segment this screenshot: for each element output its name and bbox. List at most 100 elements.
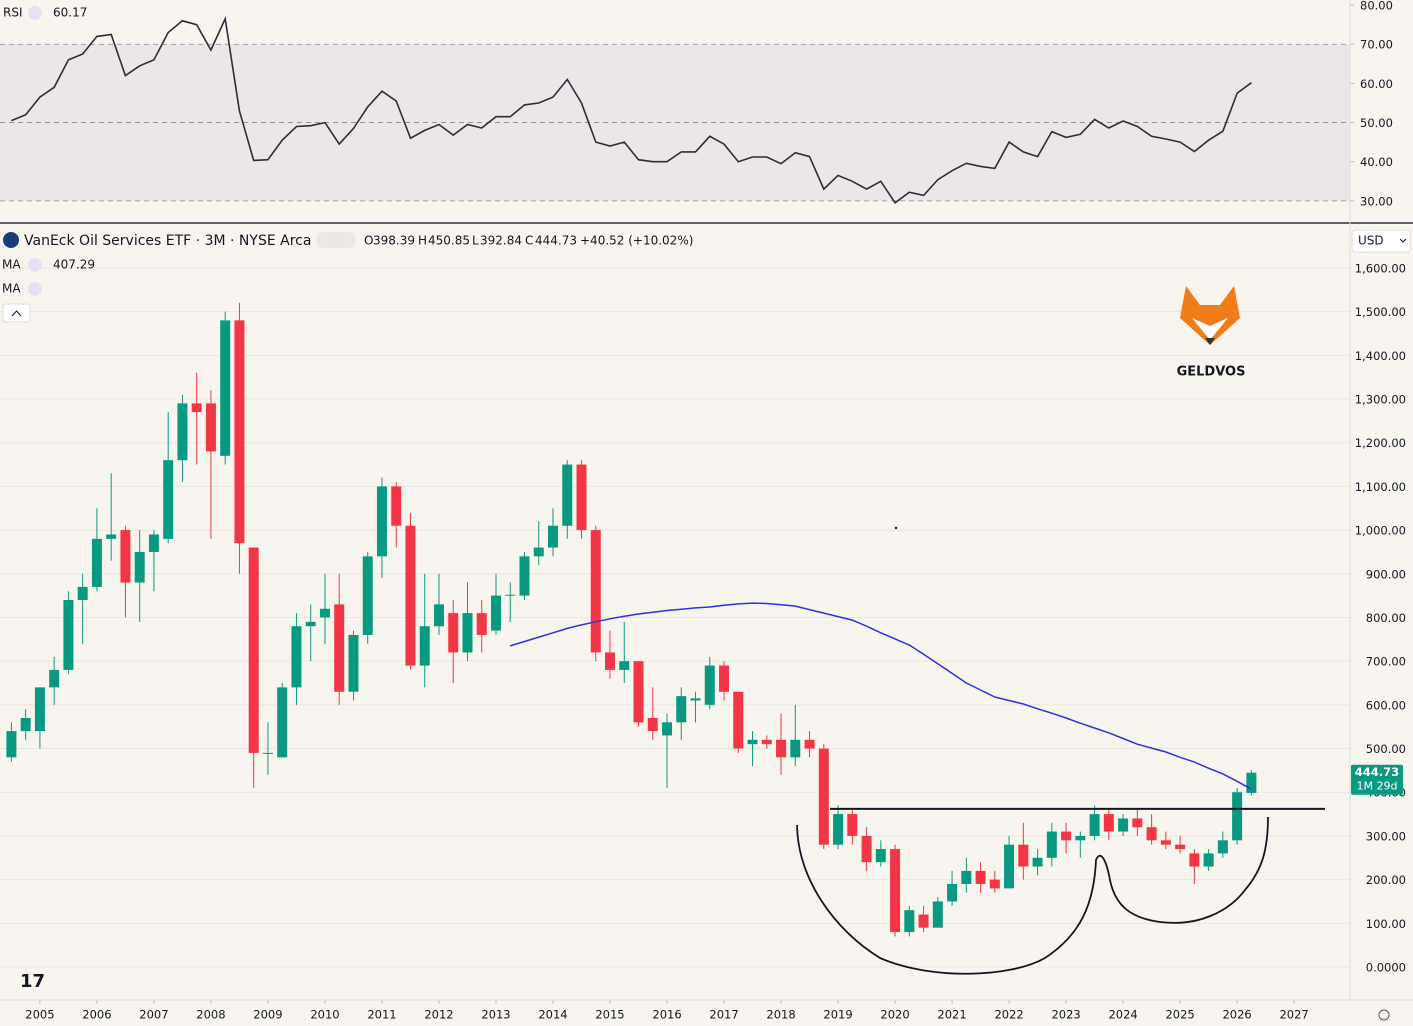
- rsi-value: 60.17: [53, 6, 87, 20]
- candle-body: [776, 739, 787, 758]
- x-tick-label: 2005: [25, 1008, 54, 1022]
- x-tick-label: 2027: [1279, 1008, 1308, 1022]
- candle-body: [633, 661, 644, 723]
- collapse-icon: [11, 310, 22, 317]
- candle-body: [1160, 840, 1171, 845]
- candle-body: [362, 556, 373, 635]
- candle-body: [619, 661, 630, 670]
- settings-icon[interactable]: [1378, 1009, 1390, 1021]
- ma-legend: MA: [2, 282, 21, 296]
- x-tick-label: 2025: [1165, 1008, 1194, 1022]
- candle-body: [576, 464, 587, 531]
- candle-body: [1146, 827, 1157, 841]
- candle-body: [106, 534, 117, 539]
- candle-body: [1132, 818, 1143, 828]
- candle-body: [319, 608, 330, 618]
- candle-body: [234, 320, 245, 544]
- candle-body: [647, 717, 658, 732]
- y-tick-label: 100.00: [1366, 917, 1406, 931]
- candle-body: [833, 814, 844, 845]
- y-tick-label: 700.00: [1366, 655, 1406, 669]
- currency-selector[interactable]: [1351, 229, 1411, 253]
- candle-body: [719, 665, 730, 692]
- candle-body: [77, 586, 88, 601]
- x-tick-label: 2011: [367, 1008, 396, 1022]
- y-tick-label: 800.00: [1366, 611, 1406, 625]
- candle-body: [662, 722, 673, 736]
- candle-body: [348, 634, 359, 692]
- x-tick-label: 2016: [652, 1008, 681, 1022]
- candle-body: [20, 717, 31, 732]
- y-tick-label: 80.00: [1360, 0, 1393, 13]
- x-tick-label: 2006: [82, 1008, 111, 1022]
- x-tick-label: 2022: [994, 1008, 1023, 1022]
- candle-body: [177, 403, 188, 461]
- candle-body: [847, 814, 858, 836]
- candle-body: [34, 687, 45, 732]
- cup-handle-drawing: [796, 816, 1269, 975]
- x-tick-label: 2010: [310, 1008, 339, 1022]
- collapse-button[interactable]: [2, 303, 31, 323]
- candle-body: [790, 739, 801, 758]
- y-tick-label: 60.00: [1360, 77, 1393, 91]
- candle-body: [989, 879, 1000, 889]
- x-tick-label: 2014: [538, 1008, 567, 1022]
- candle-body: [1089, 814, 1100, 836]
- fox-logo: [1180, 286, 1240, 345]
- candle-body: [433, 604, 444, 627]
- candle-body: [1175, 844, 1186, 850]
- candle-body: [1246, 772, 1257, 793]
- y-tick-label: 1,500.00: [1355, 305, 1406, 319]
- candle-body: [519, 556, 530, 596]
- ohlc-value: 444.73: [535, 234, 577, 248]
- candle-body: [63, 600, 74, 670]
- ohlc-value: 392.84: [480, 234, 522, 248]
- candle-body: [1203, 853, 1214, 867]
- candle-body: [704, 665, 715, 705]
- ohlc-value: 398.39: [373, 234, 415, 248]
- watermark: GELDVOS: [1177, 365, 1246, 380]
- rsi-legend: RSI: [3, 6, 23, 20]
- candle-body: [1032, 857, 1043, 867]
- candle-body: [818, 748, 829, 845]
- candle-body: [690, 698, 701, 701]
- dropdown-icon: [1399, 238, 1407, 243]
- status-pill: [316, 232, 356, 248]
- ma-line: [509, 602, 1252, 790]
- candle-body: [1004, 844, 1015, 889]
- candle-body: [163, 460, 174, 539]
- candle-body: [134, 551, 145, 583]
- candle-body: [120, 530, 131, 583]
- candle-body: [305, 621, 316, 627]
- candle-body: [590, 530, 601, 653]
- candle-body: [334, 604, 345, 692]
- candle-body: [761, 739, 772, 745]
- x-tick-label: 2018: [766, 1008, 795, 1022]
- x-tick-label: 2023: [1051, 1008, 1080, 1022]
- candle-body: [904, 910, 915, 933]
- y-tick-label: 1,300.00: [1355, 393, 1406, 407]
- y-tick-label: 1,400.00: [1355, 349, 1406, 363]
- ma-value: 407.29: [53, 258, 95, 272]
- y-tick-label: 1,600.00: [1355, 261, 1406, 275]
- candle-body: [291, 626, 302, 688]
- rsi-pane: 30.00 40.00 50.00 60.00 70.00 80.00: [0, 0, 1393, 208]
- candle-body: [191, 403, 202, 413]
- dot: [894, 526, 898, 530]
- candle-body: [890, 849, 901, 933]
- candle-body: [1018, 844, 1029, 867]
- candle-body: [562, 464, 573, 526]
- symbol-title: VanEck Oil Services ETF · 3M · NYSE Arca: [24, 233, 311, 249]
- candle-body: [533, 547, 544, 557]
- candle-body: [733, 691, 744, 749]
- rsi-line: [11, 16, 1252, 204]
- candle-body: [419, 626, 430, 666]
- candle-body: [547, 525, 558, 548]
- y-tick-label: 1,100.00: [1355, 480, 1406, 494]
- x-tick-label: 2009: [253, 1008, 282, 1022]
- y-tick-label: 1,200.00: [1355, 436, 1406, 450]
- candle-body: [91, 538, 102, 587]
- x-tick-label: 2019: [823, 1008, 852, 1022]
- candle-body: [148, 534, 159, 552]
- x-tick-label: 2013: [481, 1008, 510, 1022]
